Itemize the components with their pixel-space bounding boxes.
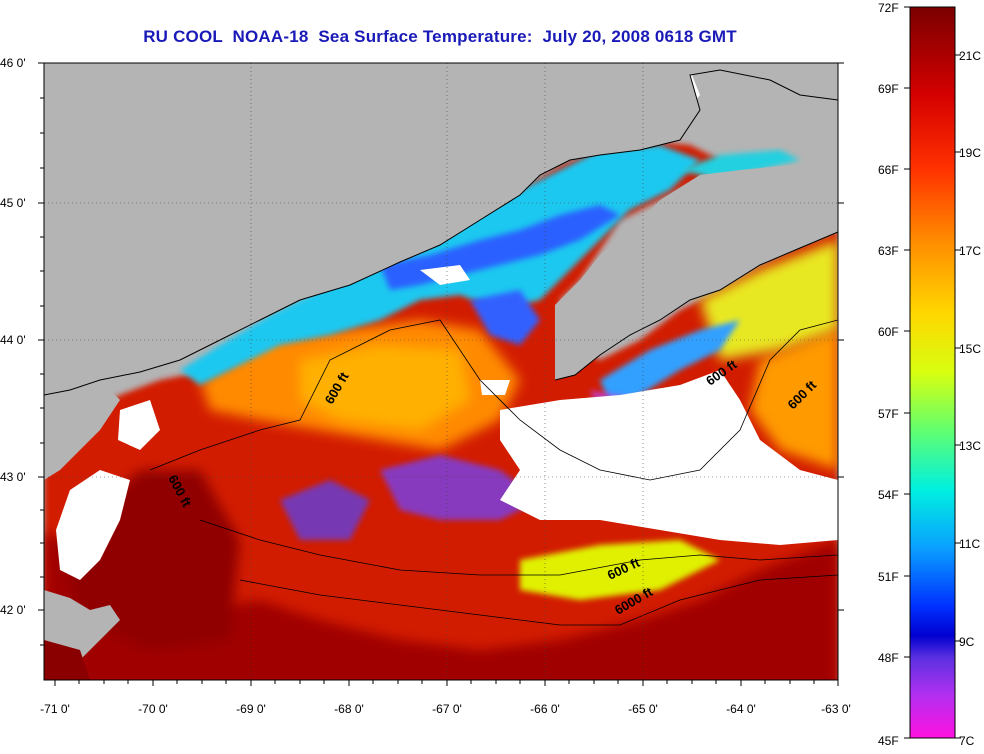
lon-tick-label: -69 0' [236,702,266,716]
colorbar-f-label: 51F [878,570,899,584]
lat-tick-label: 46 0' [0,56,26,70]
lon-tick-label: -63 0' [821,702,851,716]
lon-tick-label: -67 0' [432,702,462,716]
lon-tick-label: -64 0' [726,702,756,716]
colorbar-f-label: 66F [878,163,899,177]
colorbar-f-label: 48F [878,651,899,665]
lon-tick-label: -65 0' [628,702,658,716]
map-frame [43,62,839,681]
colorbar-c-label: 9C [959,635,975,649]
sst-field [44,63,838,680]
colorbar-c-label: 7C [959,734,975,748]
lon-tick-label: -70 0' [138,702,168,716]
lon-tick-label: -66 0' [530,702,560,716]
lon-axis: -71 0' -70 0' -69 0' -68 0' -67 0' -66 0… [40,680,851,716]
colorbar-f-label: 57F [878,407,899,421]
colorbar-c-label: 11C [959,537,980,551]
colorbar-c-label: 21C [959,49,981,63]
colorbar: 72F 69F 66F 63F 60F 57F 54F 51F 48F 45F … [878,1,981,748]
lat-tick-label: 43 0' [0,470,26,484]
colorbar-c-label: 13C [959,439,981,453]
map-title: RU COOL NOAA-18 Sea Surface Temperature:… [143,27,737,46]
colorbar-c-label: 15C [959,342,981,356]
colorbar-f-label: 45F [878,734,899,748]
lat-tick-label: 44 0' [0,333,26,347]
lon-tick-label: -68 0' [334,702,364,716]
colorbar-f-label: 69F [878,82,899,96]
colorbar-f-label: 63F [878,244,899,258]
lat-tick-label: 42 0' [0,603,26,617]
colorbar-f-label: 60F [878,325,899,339]
colorbar-c-label: 19C [959,146,981,160]
colorbar-gradient [909,6,956,739]
lat-tick-label: 45 0' [0,196,26,210]
colorbar-f-label: 54F [878,488,899,502]
colorbar-f-label: 72F [878,1,899,15]
colorbar-c-label: 17C [959,244,981,258]
map-area [44,63,838,680]
lon-tick-label: -71 0' [40,702,70,716]
lat-axis: 46 0' 45 0' 44 0' 43 0' 42 0' [0,56,844,646]
